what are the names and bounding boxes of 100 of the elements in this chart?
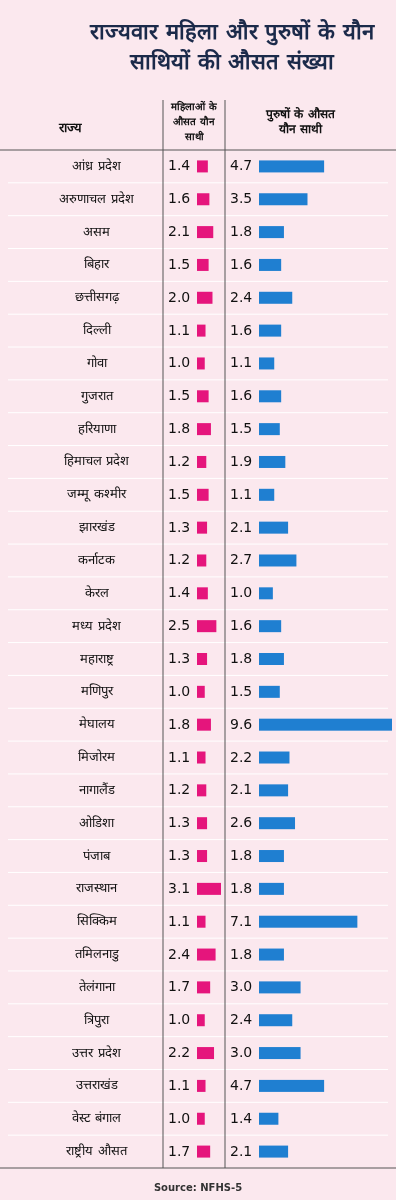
y-tick-label: महाराष्ट्र: [79, 650, 114, 666]
data-label: 1.8: [168, 420, 191, 437]
data-label: 1.2: [168, 781, 191, 798]
bar: [197, 882, 221, 895]
data-label: 1.9: [230, 452, 253, 469]
y-tick-label: असम: [83, 223, 110, 239]
y-tick-label: हिमाचल प्रदेश: [63, 453, 131, 469]
bar: [197, 850, 208, 863]
bar: [197, 1112, 205, 1125]
data-label: 1.0: [230, 584, 253, 601]
bar: [197, 1047, 215, 1060]
y-tick-label: राजस्थान: [76, 880, 118, 896]
data-label: 1.3: [168, 847, 191, 864]
data-label: 2.0: [168, 288, 191, 305]
y-tick-label: उत्तराखंड: [75, 1077, 119, 1093]
data-label: 3.5: [230, 190, 253, 207]
data-label: 7.1: [230, 912, 253, 929]
data-label: 1.1: [168, 912, 191, 929]
data-label: 1.3: [168, 814, 191, 831]
bar: [259, 324, 282, 337]
y-tick-label: जम्मू कश्मीर: [67, 486, 127, 503]
bar: [259, 357, 275, 370]
y-tick-label: गोवा: [86, 354, 108, 370]
bar: [259, 193, 308, 206]
bar: [197, 258, 209, 271]
bar: [259, 981, 301, 994]
bar: [197, 587, 208, 600]
data-label: 1.8: [230, 847, 253, 864]
y-tick-label: अरुणाचल प्रदेश: [59, 190, 135, 206]
data-label: 1.4: [168, 157, 191, 174]
y-tick-label: मेघालय: [78, 716, 115, 732]
data-label: 1.6: [230, 617, 253, 634]
data-label: 1.1: [168, 321, 191, 338]
y-tick-label: आंध्र प्रदेश: [72, 157, 122, 173]
bar: [197, 915, 206, 928]
bar: [259, 1145, 289, 1158]
bar: [259, 1079, 325, 1092]
data-label: 1.5: [230, 682, 253, 699]
y-tick-label: कर्नाटक: [78, 551, 116, 567]
data-label: 1.0: [168, 1109, 191, 1126]
y-tick-label: मध्य प्रदेश: [72, 617, 122, 633]
bar: [197, 981, 211, 994]
data-label: 1.8: [168, 715, 191, 732]
bar: [197, 160, 208, 173]
data-label: 1.1: [230, 354, 253, 371]
bar: [197, 488, 209, 501]
data-label: 2.1: [168, 223, 191, 240]
chart-title: राज्यवार महिला और पुरुषों के यौन साथियों की औसत संख्या: [89, 18, 375, 74]
bar: [197, 390, 209, 403]
bar: [197, 1145, 211, 1158]
bar: [197, 1079, 206, 1092]
data-label: 1.5: [168, 255, 191, 272]
data-label: 1.3: [168, 650, 191, 666]
data-label: 1.0: [168, 682, 191, 699]
y-tick-label: दिल्ली: [82, 322, 112, 338]
bar: [197, 226, 214, 239]
y-tick-label: तमिलनाडु: [74, 946, 120, 963]
data-label: 2.1: [230, 518, 253, 535]
bar: [259, 587, 273, 600]
bar: [197, 423, 211, 436]
bar: [259, 817, 296, 830]
data-label: 2.4: [230, 288, 253, 305]
bar: [197, 521, 208, 534]
y-tick-label: उत्तर प्रदेश: [72, 1044, 122, 1060]
data-label: 2.1: [230, 781, 253, 798]
bar: [259, 455, 286, 468]
bar: [197, 1014, 205, 1027]
y-tick-label: केरल: [84, 584, 109, 600]
bar: [259, 915, 358, 928]
bar: [197, 784, 207, 797]
data-label: 1.6: [168, 190, 191, 207]
bar: [197, 620, 217, 633]
data-label: 1.2: [168, 452, 191, 469]
data-label: 1.0: [168, 354, 191, 371]
data-label: 2.2: [230, 748, 253, 765]
y-tick-label: बिहार: [84, 256, 110, 272]
bar: [197, 751, 206, 764]
y-tick-label: हरियाणा: [77, 420, 117, 436]
y-tick-label: मणिपुर: [80, 683, 114, 700]
data-label: 2.4: [168, 945, 191, 962]
bar: [259, 653, 284, 665]
bar: [259, 291, 293, 304]
y-tick-label: राष्ट्रीय औसत: [66, 1143, 128, 1159]
data-label: 1.8: [230, 223, 253, 240]
data-label: 1.1: [168, 1076, 191, 1093]
data-label: 1.8: [230, 650, 253, 666]
y-tick-label: झारखंड: [78, 519, 116, 535]
data-label: 1.5: [168, 485, 191, 502]
bar: [259, 1014, 293, 1027]
bar: [259, 521, 289, 534]
bar: [259, 751, 290, 764]
bar: [197, 718, 211, 731]
bar: [259, 160, 325, 173]
bar: [197, 653, 208, 665]
data-label: 2.1: [230, 1142, 253, 1159]
data-label: 1.4: [168, 584, 191, 601]
bar: [197, 948, 216, 961]
data-label: 1.1: [230, 485, 253, 502]
data-label: 9.6: [230, 715, 253, 732]
data-label: 1.8: [230, 879, 253, 896]
